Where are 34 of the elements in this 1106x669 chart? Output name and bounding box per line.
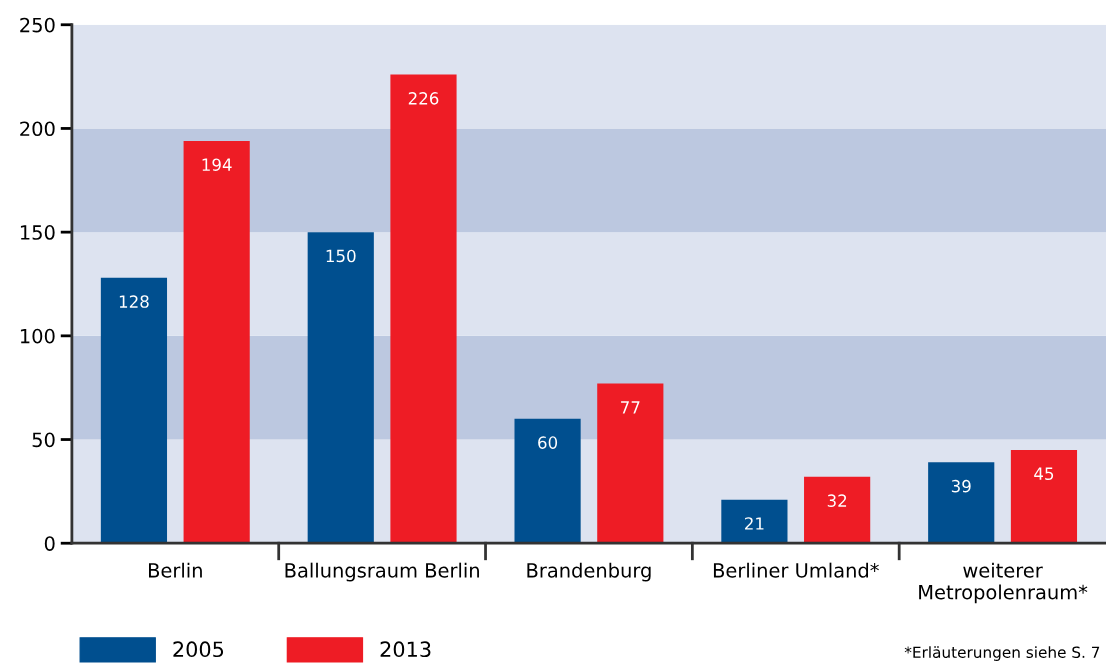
data-label: 32 (827, 494, 847, 507)
data-label: 128 (119, 295, 149, 308)
bar (1010, 449, 1078, 544)
bar (100, 277, 168, 544)
data-label: 45 (1034, 467, 1054, 481)
data-label: 194 (202, 158, 232, 171)
data-label: 21 (745, 517, 764, 530)
legend-label: 2013 (380, 641, 431, 658)
data-label: 150 (326, 249, 356, 263)
bar (307, 232, 374, 544)
bar (928, 462, 995, 544)
bar (804, 476, 871, 544)
bar (597, 383, 664, 544)
data-label: 39 (951, 479, 971, 493)
bar (183, 140, 250, 544)
x-tick-label: Berliner Umland* (713, 562, 879, 578)
x-tick-label: Ballungsraum Berlin (285, 562, 479, 582)
bar (514, 418, 581, 544)
bar (721, 499, 788, 544)
y-tick-label: 250 (20, 17, 55, 33)
text: *Erläuterungen siehe S. 7 (904, 646, 1100, 661)
y-tick-label: 100 (20, 328, 55, 344)
y-tick-label: 0 (44, 536, 55, 551)
bar (390, 74, 457, 544)
data-label: 77 (621, 401, 640, 414)
legend-label: 2005 (173, 641, 224, 658)
y-tick-label: 200 (20, 121, 55, 137)
data-label: 226 (408, 92, 439, 105)
data-label: 60 (538, 436, 558, 449)
y-tick-label: 150 (20, 225, 55, 240)
x-tick-label: Brandenburg (527, 562, 651, 582)
x-tick-label: weiterer Metropolenraum* (919, 562, 1088, 604)
y-tick-label: 50 (32, 432, 55, 448)
x-tick-label: Berlin (149, 562, 202, 578)
